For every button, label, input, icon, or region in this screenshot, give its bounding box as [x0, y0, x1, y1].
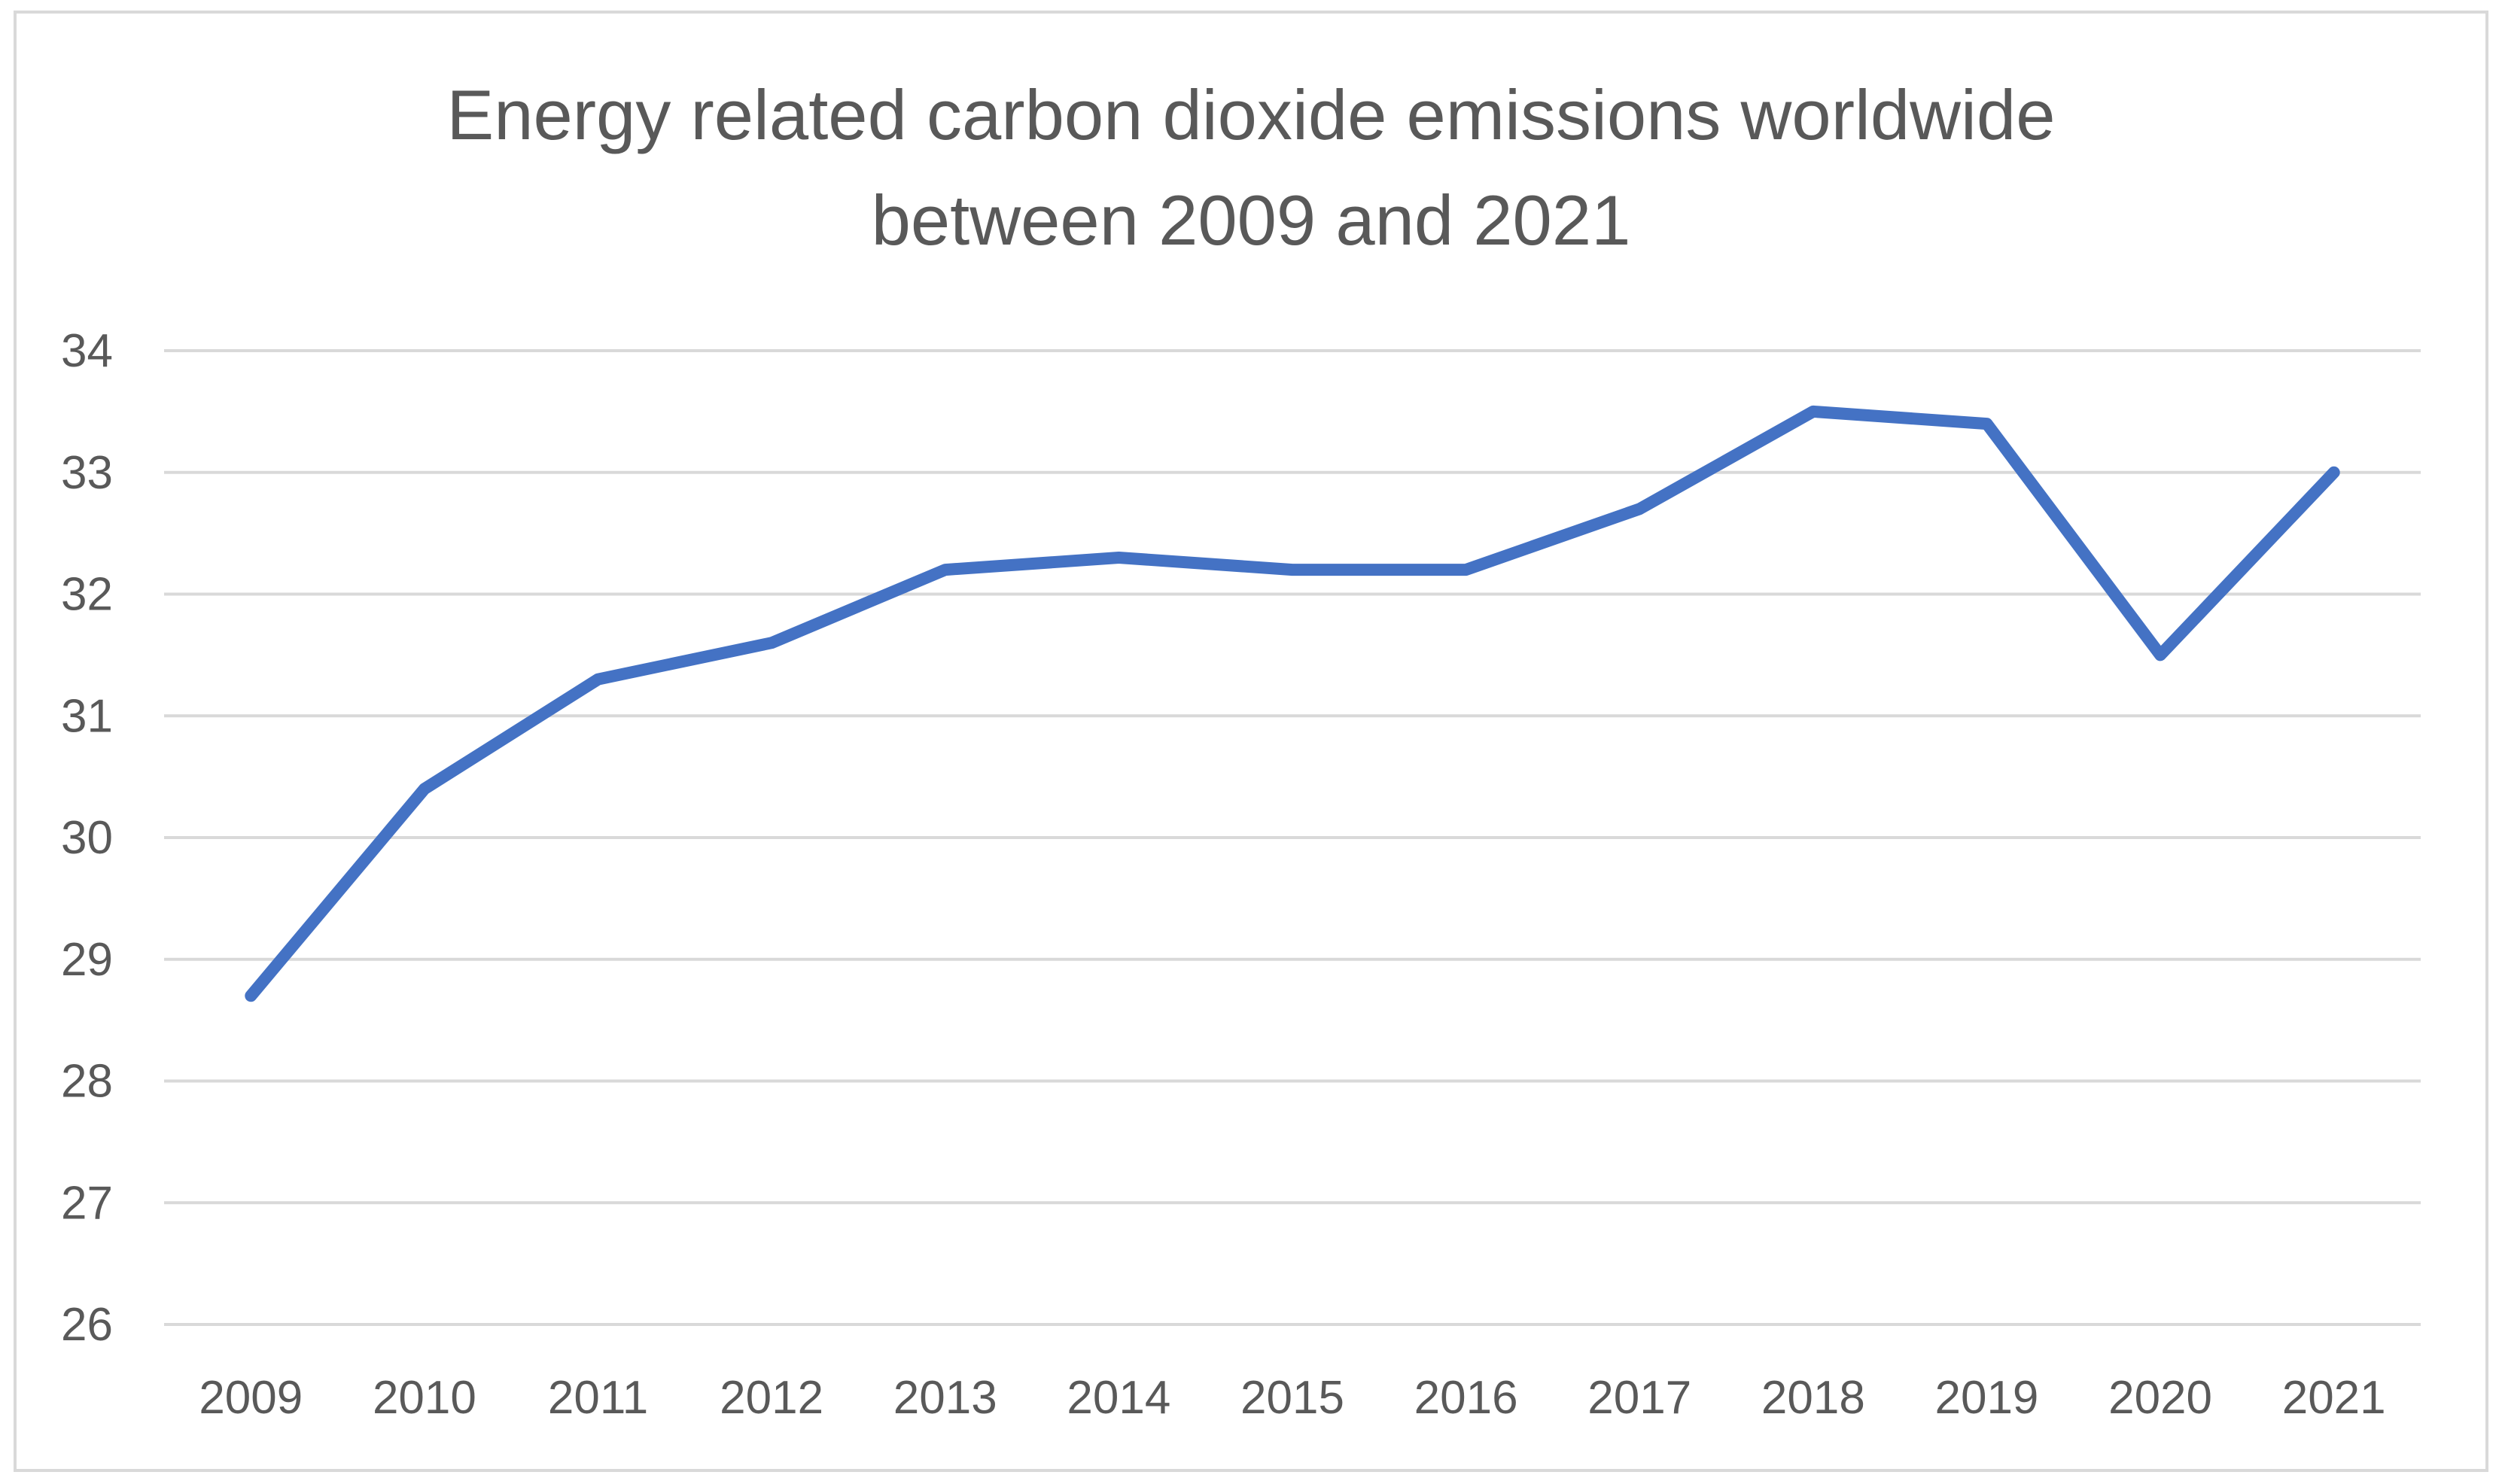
x-tick-label: 2021: [2282, 1372, 2386, 1424]
data-point-2020: [2155, 649, 2166, 661]
x-tick-label: 2011: [548, 1372, 648, 1424]
data-point-2018: [1807, 406, 1819, 417]
x-tick-label: 2013: [893, 1372, 997, 1424]
y-tick-label: 29: [61, 934, 113, 986]
data-point-2013: [939, 564, 951, 576]
data-point-2009: [245, 990, 257, 1002]
x-tick-label: 2017: [1587, 1372, 1691, 1424]
y-axis-ticks: 26 27 28 29 30 31 32 33 34: [61, 325, 113, 1351]
x-tick-label: 2018: [1761, 1372, 1865, 1424]
x-axis-ticks: 2009 2010 2011 2012 2013 2014 2015 2016 2017 2018…: [199, 1372, 2385, 1424]
y-tick-label: 27: [61, 1177, 113, 1229]
y-tick-label: 28: [61, 1056, 113, 1108]
chart-title-line-1: Energy related carbon dioxide emissions …: [447, 75, 2056, 154]
x-tick-label: 2010: [373, 1372, 476, 1424]
x-tick-label: 2015: [1240, 1372, 1344, 1424]
x-tick-label: 2014: [1067, 1372, 1170, 1424]
data-point-2010: [419, 783, 430, 795]
data-point-2015: [1287, 564, 1298, 576]
chart-title-line-2: between 2009 and 2021: [872, 181, 1631, 260]
x-tick-label: 2020: [2108, 1372, 2212, 1424]
data-point-2012: [766, 637, 778, 649]
y-tick-label: 31: [61, 690, 113, 742]
x-tick-label: 2012: [720, 1372, 823, 1424]
y-tick-label: 26: [61, 1299, 113, 1351]
x-tick-label: 2019: [1934, 1372, 2038, 1424]
y-tick-label: 33: [61, 447, 113, 499]
chart-frame: [14, 11, 2488, 1472]
data-point-2011: [592, 674, 604, 685]
series-group: [245, 405, 2340, 1002]
gridlines: [164, 349, 2421, 1326]
data-point-2017: [1634, 503, 1645, 515]
data-point-2014: [1113, 552, 1125, 563]
series-line: [245, 405, 2340, 1002]
x-tick-label: 2009: [199, 1372, 303, 1424]
data-point-2016: [1460, 564, 1472, 576]
data-point-2021: [2328, 467, 2339, 478]
y-tick-label: 30: [61, 812, 113, 864]
y-tick-label: 32: [61, 569, 113, 621]
data-point-2019: [1981, 418, 1992, 430]
x-tick-label: 2016: [1414, 1372, 1518, 1424]
y-tick-label: 34: [61, 325, 113, 377]
